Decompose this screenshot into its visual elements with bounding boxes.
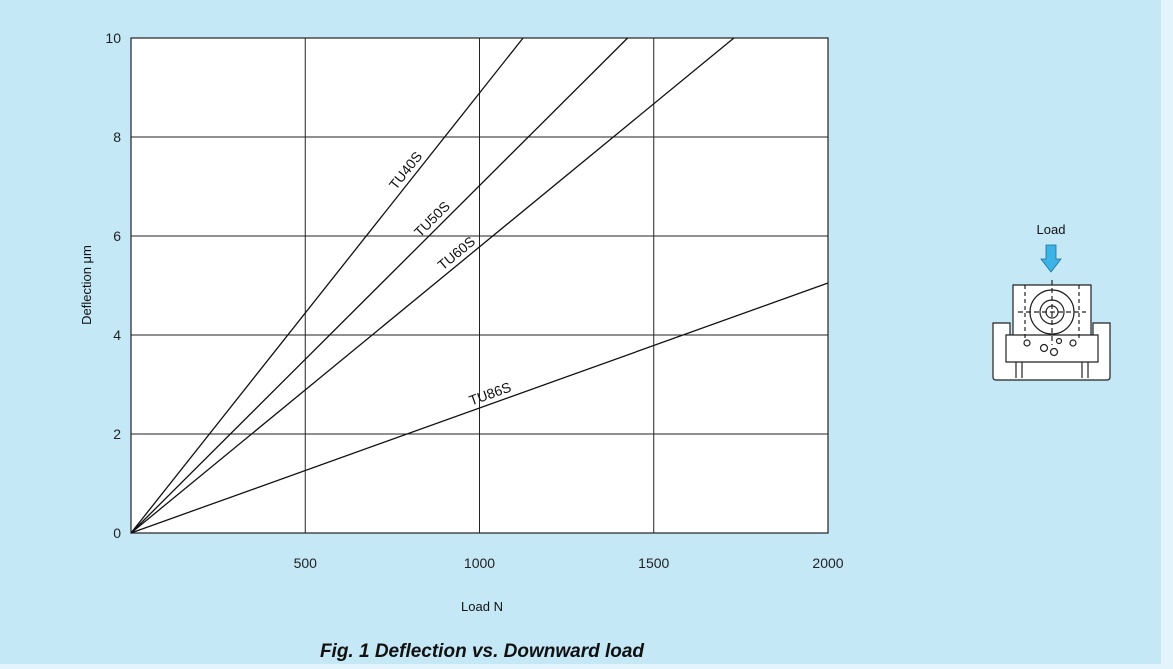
panel-border-right (1161, 0, 1173, 669)
y-tick-label: 8 (113, 129, 121, 145)
bolt-3 (1039, 343, 1049, 353)
load-label: Load (1037, 222, 1066, 237)
grid-lines (131, 38, 828, 533)
load-arrow-icon (1040, 244, 1062, 273)
y-tick-label: 10 (105, 30, 121, 46)
guide-unit-drawing (992, 280, 1111, 381)
bolt-2 (1069, 339, 1077, 347)
y-tick-label: 0 (113, 525, 121, 541)
series-lines (130, 37, 829, 534)
panel-border-bottom (0, 664, 1173, 669)
load-diagram: Load (992, 222, 1111, 381)
x-tick-label: 2000 (812, 555, 843, 571)
bolt-4 (1049, 347, 1059, 357)
y-axis-title: Deflection μm (79, 245, 94, 325)
x-axis-title: Load N (461, 599, 503, 614)
x-tick-label: 1500 (638, 555, 669, 571)
series-line-tu50s (130, 37, 629, 534)
x-tick-labels: 500 1000 1500 2000 (294, 555, 844, 571)
x-tick-label: 500 (294, 555, 318, 571)
y-tick-labels: 0 2 4 6 8 10 (105, 30, 121, 541)
bolt-1 (1023, 339, 1031, 347)
y-tick-label: 6 (113, 228, 121, 244)
series-line-tu60s (130, 37, 735, 534)
y-tick-label: 2 (113, 426, 121, 442)
y-tick-label: 4 (113, 327, 121, 343)
bolt-5 (1055, 337, 1063, 345)
series-line-tu86s (130, 282, 829, 534)
x-tick-label: 1000 (464, 555, 495, 571)
series-line-tu40s (130, 37, 524, 534)
figure-caption: Fig. 1 Deflection vs. Downward load (320, 641, 644, 662)
